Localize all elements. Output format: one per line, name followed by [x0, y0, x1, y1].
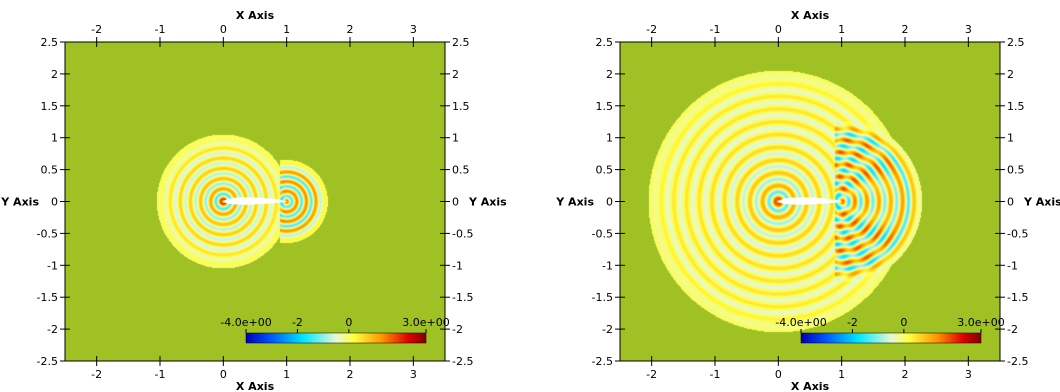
- y-tick-label-right: -1.5: [1007, 291, 1028, 304]
- x-tick-label-top: 0: [220, 23, 227, 36]
- x-tick-label-bottom: -1: [710, 368, 721, 381]
- x-axis-title-bottom: X Axis: [236, 380, 275, 392]
- y-axis-title-left: Y Axis: [555, 196, 594, 209]
- airfoil-shape: [222, 197, 287, 205]
- y-tick-label-left: 1: [51, 132, 58, 145]
- x-axis-title-bottom: X Axis: [791, 380, 830, 392]
- y-tick-label-left: -1.5: [37, 291, 58, 304]
- y-tick-label-right: 2.5: [452, 36, 470, 49]
- y-tick-label-left: -1.5: [592, 291, 613, 304]
- x-tick-label-top: -2: [91, 23, 102, 36]
- x-axis-title-top: X Axis: [791, 9, 830, 22]
- x-tick-label-bottom: 2: [347, 368, 354, 381]
- colorbar: [800, 332, 982, 344]
- y-tick-label-right: 2: [1007, 68, 1014, 81]
- airfoil-shape: [777, 197, 842, 205]
- x-tick-label-top: -2: [646, 23, 657, 36]
- y-axis-title-left: Y Axis: [0, 196, 39, 209]
- x-axis-title-top: X Axis: [236, 9, 275, 22]
- y-tick-label-right: -1: [1007, 259, 1018, 272]
- x-tick-label-top: 1: [838, 23, 845, 36]
- colorbar-label: 0: [900, 316, 907, 329]
- y-tick-label-left: -2: [602, 323, 613, 336]
- x-tick-label-bottom: -2: [91, 368, 102, 381]
- x-tick-label-bottom: -1: [155, 368, 166, 381]
- x-tick-label-bottom: 2: [902, 368, 909, 381]
- y-tick-label-right: 2.5: [1007, 36, 1025, 49]
- y-tick-label-left: 2.5: [41, 36, 59, 49]
- x-tick-label-bottom: 3: [965, 368, 972, 381]
- y-tick-label-right: 1.5: [452, 100, 470, 113]
- y-tick-label-right: 1: [452, 132, 459, 145]
- x-tick-label-bottom: 1: [838, 368, 845, 381]
- y-tick-label-left: 1.5: [41, 100, 59, 113]
- y-tick-label-right: -2: [1007, 323, 1018, 336]
- y-tick-label-right: 0: [1007, 196, 1014, 209]
- right-plot-panel: -2 -2 -1 -1 0 0 1 1 2 2 3 3 2.5 2.5 2 2 1.5 1.5 1 1 0.5 0.5 0 0…: [555, 9, 1060, 392]
- y-tick-label-right: 0: [452, 196, 459, 209]
- x-tick-label-bottom: 0: [775, 368, 782, 381]
- y-tick-label-right: -0.5: [452, 227, 473, 240]
- y-tick-label-left: 1.5: [596, 100, 614, 113]
- y-axis-title-right: Y Axis: [468, 196, 507, 209]
- y-tick-label-right: -0.5: [1007, 227, 1028, 240]
- y-tick-label-right: -1.5: [452, 291, 473, 304]
- x-tick-label-bottom: 0: [220, 368, 227, 381]
- left-plot-panel: -2 -2 -1 -1 0 0 1 1 2 2 3 3 2.5 2.5 2 2 1.5 1.5 1 1 0.5 0.5 0 0…: [0, 9, 507, 392]
- y-tick-label-left: 2: [51, 68, 58, 81]
- x-tick-label-bottom: 3: [410, 368, 417, 381]
- y-tick-label-left: 1: [606, 132, 613, 145]
- x-tick-label-top: 2: [347, 23, 354, 36]
- x-tick-label-top: 3: [410, 23, 417, 36]
- colorbar-label: -2: [847, 316, 858, 329]
- y-tick-label-right: 2: [452, 68, 459, 81]
- y-axis-title-right: Y Axis: [1023, 196, 1060, 209]
- colorbar-label: -2: [292, 316, 303, 329]
- y-tick-label-right: 1: [1007, 132, 1014, 145]
- y-tick-label-left: -0.5: [592, 227, 613, 240]
- x-tick-label-bottom: 1: [283, 368, 290, 381]
- y-tick-label-left: -2: [47, 323, 58, 336]
- y-tick-label-right: 0.5: [452, 164, 470, 177]
- x-tick-label-top: -1: [710, 23, 721, 36]
- y-tick-label-left: -2.5: [37, 355, 58, 368]
- y-tick-label-left: -0.5: [37, 227, 58, 240]
- y-tick-label-right: -2: [452, 323, 463, 336]
- y-tick-label-left: -2.5: [592, 355, 613, 368]
- y-tick-label-left: 0: [51, 196, 58, 209]
- y-tick-label-left: 0.5: [41, 164, 59, 177]
- x-tick-label-top: 3: [965, 23, 972, 36]
- colorbar-label: 3.0e+00: [957, 316, 1004, 329]
- y-tick-label-right: -1: [452, 259, 463, 272]
- colorbar-label: 3.0e+00: [402, 316, 449, 329]
- y-tick-label-left: -1: [602, 259, 613, 272]
- y-tick-label-right: -2.5: [1007, 355, 1028, 368]
- y-tick-label-left: 0: [606, 196, 613, 209]
- y-tick-label-right: 0.5: [1007, 164, 1025, 177]
- colorbar: [245, 332, 427, 344]
- y-tick-label-right: 1.5: [1007, 100, 1025, 113]
- colorbar-label: 0: [345, 316, 352, 329]
- x-tick-label-bottom: -2: [646, 368, 657, 381]
- y-tick-label-right: -2.5: [452, 355, 473, 368]
- x-tick-label-top: 2: [902, 23, 909, 36]
- x-tick-label-top: -1: [155, 23, 166, 36]
- y-tick-label-left: 2.5: [596, 36, 614, 49]
- colorbar-label: -4.0e+00: [775, 316, 826, 329]
- x-tick-label-top: 0: [775, 23, 782, 36]
- y-tick-label-left: 2: [606, 68, 613, 81]
- y-tick-label-left: -1: [47, 259, 58, 272]
- x-tick-label-top: 1: [283, 23, 290, 36]
- colorbar-label: -4.0e+00: [220, 316, 271, 329]
- y-tick-label-left: 0.5: [596, 164, 614, 177]
